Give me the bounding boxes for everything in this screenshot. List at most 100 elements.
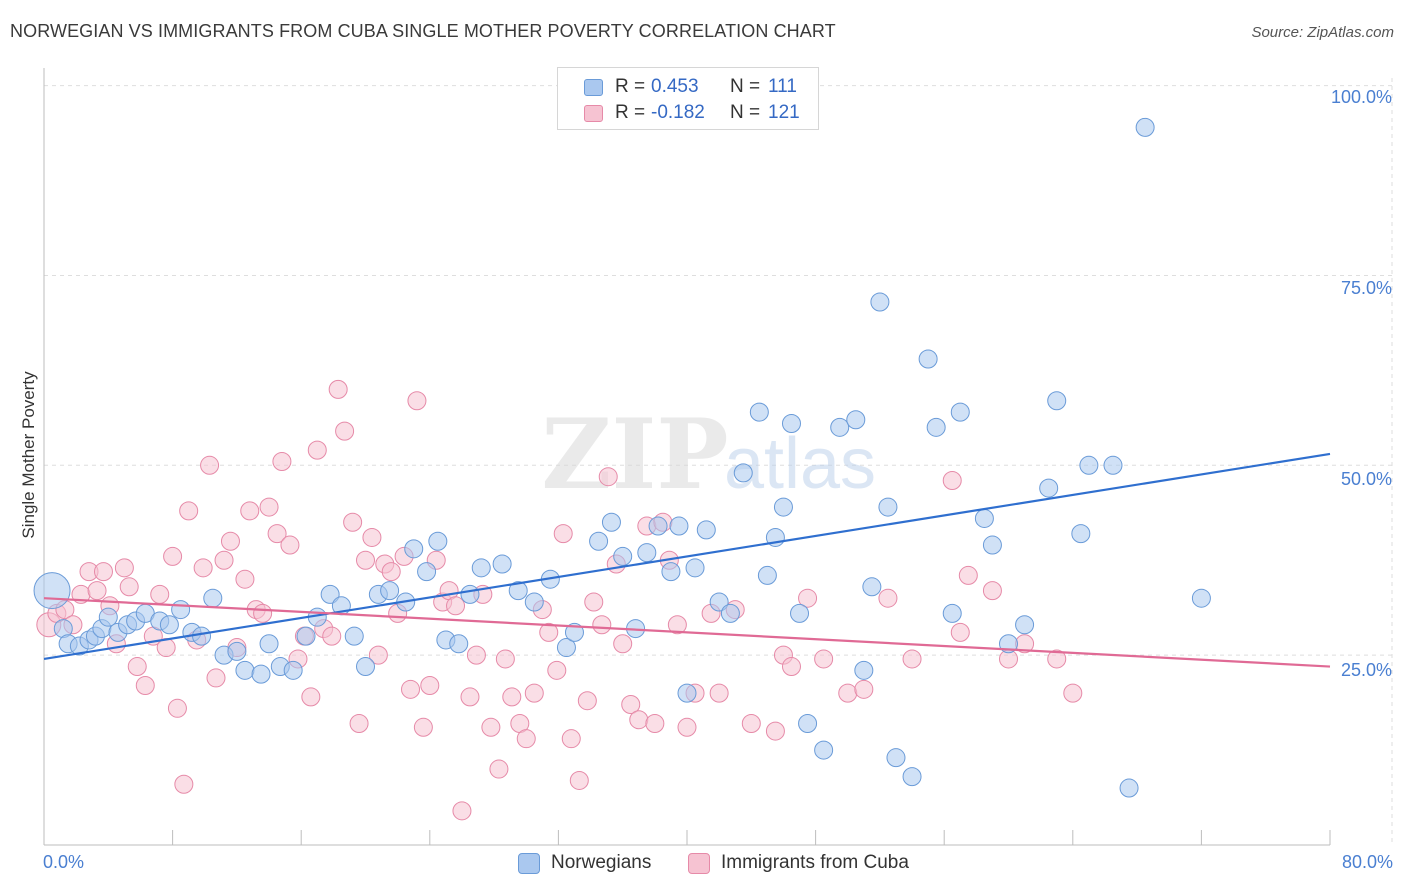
cuba-point: [598, 467, 618, 487]
cuba-point: [1063, 683, 1083, 703]
norwegian-point: [283, 660, 303, 680]
grid-lines: [44, 78, 1393, 845]
norwegian-point: [1135, 117, 1155, 137]
norwegian-point: [677, 683, 697, 703]
cuba-point: [135, 676, 155, 696]
cuba-point: [547, 660, 567, 680]
y-tick-label: 50.0%: [1340, 469, 1392, 489]
cuba-point: [343, 512, 363, 532]
cuba-point: [854, 679, 874, 699]
cuba-point: [553, 524, 573, 544]
cuba-point: [495, 649, 515, 669]
y-tick-label: 100.0%: [1330, 87, 1392, 107]
cuba-point: [481, 717, 501, 737]
norwegian-point: [460, 584, 480, 604]
cuba-point: [272, 452, 292, 471]
cuba-point: [413, 717, 433, 737]
correlation-stats-box: R = 0.453 N = 111 R = -0.182 N = 121: [557, 67, 819, 130]
cuba-point: [613, 634, 633, 654]
cuba-point: [267, 524, 287, 544]
norwegian-point: [830, 417, 850, 437]
norwegian-point: [1191, 588, 1211, 608]
norwegian-point: [685, 558, 705, 578]
norwegian-point: [870, 292, 890, 312]
norwegian-point: [251, 664, 271, 684]
cuba-point: [349, 713, 369, 733]
chart-source: Source: ZipAtlas.com: [1251, 24, 1394, 41]
axes: [43, 68, 1331, 846]
norwegian-point: [235, 660, 255, 680]
norwegian-point: [918, 349, 938, 369]
norwegian-point: [1079, 455, 1099, 475]
cuba-point: [114, 558, 134, 578]
cuba-point: [958, 565, 978, 585]
cuba-point: [902, 649, 922, 669]
cuba-point: [420, 676, 440, 696]
cuba-point: [569, 770, 589, 790]
norwegian-point: [854, 660, 874, 680]
norwegian-point: [171, 600, 191, 620]
norwegian-point: [356, 657, 375, 677]
cuba-point: [561, 729, 581, 749]
trend-lines: [43, 452, 1331, 668]
x-tick-label-max: 80.0%: [1341, 852, 1393, 872]
norwegian-point: [33, 572, 71, 610]
norwegian-point: [974, 508, 994, 528]
n-label: N =: [730, 102, 761, 123]
y-tick-label: 25.0%: [1340, 660, 1392, 680]
cuba-point: [193, 558, 213, 578]
cuba-point: [489, 759, 509, 779]
cuba-point: [163, 546, 183, 566]
cuba-point: [667, 615, 687, 635]
cuba-point: [368, 645, 388, 665]
norwegian-point: [720, 603, 740, 623]
cuba-point: [401, 679, 421, 699]
cuba-point: [93, 562, 113, 582]
cuba-point: [381, 562, 401, 582]
norwegian-point: [492, 554, 512, 574]
stats-row-cuba: R = -0.182 N = 121: [558, 102, 818, 126]
cuba-point: [950, 622, 970, 642]
cuba-point: [167, 698, 187, 718]
cuba-point: [452, 801, 472, 821]
norwegian-point: [950, 402, 970, 422]
norwegian-point: [159, 615, 179, 635]
cuba-point: [220, 531, 240, 551]
norwegian-point: [661, 562, 681, 582]
norwegian-point: [344, 626, 364, 646]
cuba-point: [814, 649, 834, 669]
r-label: R =: [615, 102, 646, 123]
cuba-point: [1047, 649, 1067, 669]
cuba-point: [301, 687, 321, 707]
trend-line-norwegians: [43, 452, 1331, 661]
legend-swatch-norwegians: [518, 853, 540, 874]
cuba-point: [709, 683, 729, 703]
chart-title: NORWEGIAN VS IMMIGRANTS FROM CUBA SINGLE…: [10, 21, 836, 41]
cuba-point: [174, 774, 194, 794]
cuba-point: [592, 615, 612, 635]
cuba-point: [878, 588, 898, 608]
y-tick-label: 75.0%: [1340, 278, 1392, 298]
cuba-point: [798, 588, 818, 608]
cuba-point: [539, 622, 559, 642]
cuba-point: [179, 501, 199, 521]
norwegian-point: [564, 622, 584, 642]
cuba-point: [253, 603, 273, 623]
n-value: 111: [768, 76, 797, 97]
x-tick-label-min: 0.0%: [43, 852, 85, 872]
norwegian-point: [601, 512, 621, 532]
norwegian-point: [1015, 615, 1035, 635]
n-value: 121: [768, 102, 800, 123]
norwegian-point: [902, 767, 922, 787]
cuba-point: [328, 379, 348, 399]
norwegian-point: [320, 584, 340, 604]
norwegian-point: [878, 497, 898, 517]
norwegian-point: [749, 402, 769, 422]
norwegian-point: [227, 641, 247, 661]
norwegian-point: [696, 520, 716, 540]
cuba-point: [335, 421, 355, 441]
cuba-point: [119, 577, 139, 597]
cuba-point: [502, 687, 522, 707]
trend-line-cuba: [43, 597, 1331, 668]
cuba-point: [524, 683, 544, 703]
